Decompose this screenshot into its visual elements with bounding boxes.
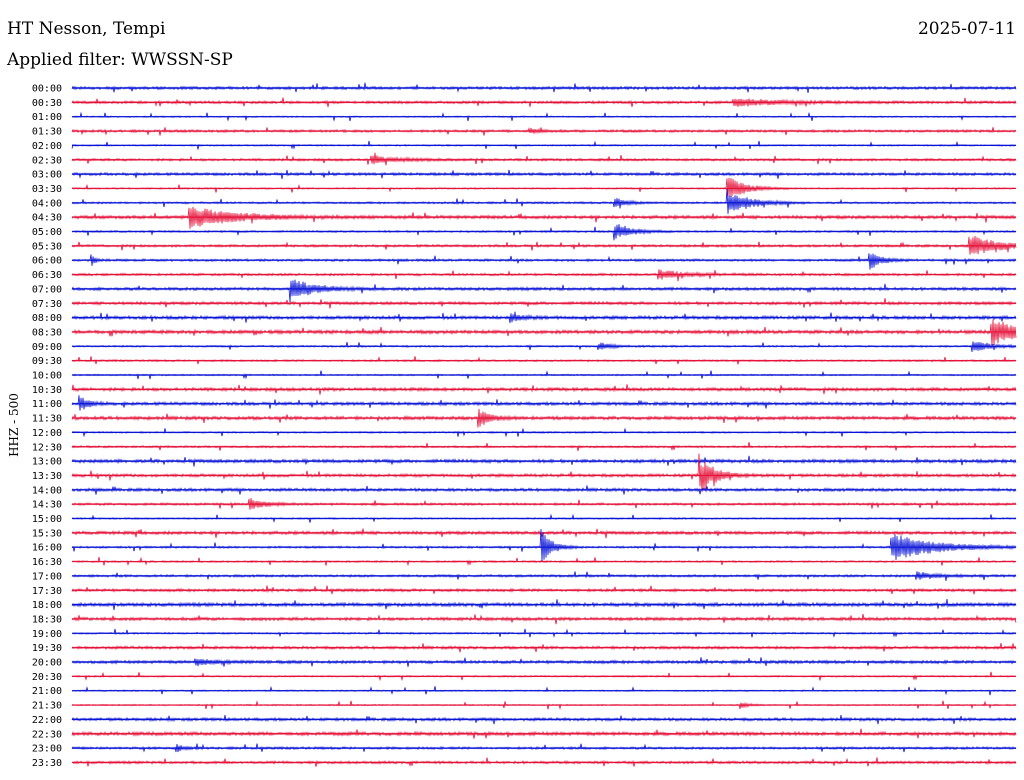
trace-line: [71, 177, 1017, 197]
trace-line: [71, 188, 1017, 214]
time-tick-label: 22:30: [32, 729, 62, 740]
time-tick-label: 04:30: [32, 213, 62, 224]
time-tick-label: 14:30: [32, 500, 62, 511]
time-tick-label: 10:00: [32, 371, 62, 382]
time-tick-label: 08:00: [32, 313, 62, 324]
time-tick-label: 20:00: [32, 658, 62, 669]
time-tick-label: 16:30: [32, 557, 62, 568]
time-tick-label: 06:30: [32, 270, 62, 281]
station-title: HT Nesson, Tempi: [7, 19, 166, 39]
time-tick-label: 18:00: [32, 600, 62, 611]
time-tick-label: 19:30: [32, 643, 62, 654]
time-tick-label: 19:00: [32, 629, 62, 640]
time-tick-label: 01:30: [32, 127, 62, 138]
time-tick-label: 13:00: [32, 457, 62, 468]
time-tick-label: 15:00: [32, 514, 62, 525]
time-tick-label: 11:30: [32, 414, 62, 425]
filter-label: Applied filter: WWSSN-SP: [7, 50, 233, 70]
time-tick-label: 11:00: [32, 399, 62, 410]
trace-group: [71, 82, 1017, 767]
time-tick-label: 03:30: [32, 184, 62, 195]
time-tick-label: 17:30: [32, 586, 62, 597]
time-tick-label: 12:30: [32, 442, 62, 453]
time-tick-label: 16:00: [32, 543, 62, 554]
time-tick-label: 23:30: [32, 758, 62, 769]
time-tick-label: 05:30: [32, 241, 62, 252]
time-tick-label: 13:30: [32, 471, 62, 482]
trace-line: [71, 206, 1017, 229]
time-tick-label: 20:30: [32, 672, 62, 683]
time-tick-label: 18:30: [32, 614, 62, 625]
time-tick-label: 17:00: [32, 571, 62, 582]
time-tick-label: 07:00: [32, 284, 62, 295]
time-tick-label: 02:00: [32, 141, 62, 152]
time-tick-label: 09:00: [32, 342, 62, 353]
time-tick-label: 21:30: [32, 701, 62, 712]
time-tick-label: 00:30: [32, 98, 62, 109]
trace-line: [71, 253, 1017, 270]
time-tick-label: 23:00: [32, 744, 62, 755]
trace-line: [71, 279, 1017, 303]
time-tick-label: 14:00: [32, 485, 62, 496]
trace-line: [71, 453, 1017, 493]
trace-line: [71, 269, 1017, 282]
time-tick-label: 05:00: [32, 227, 62, 238]
time-tick-label: 08:30: [32, 327, 62, 338]
time-tick-label: 10:30: [32, 385, 62, 396]
date-label: 2025-07-11: [917, 19, 1016, 39]
trace-line: [71, 395, 1017, 411]
time-tick-label: 04:00: [32, 198, 62, 209]
time-tick-label: 02:30: [32, 155, 62, 166]
time-tick-label: 22:00: [32, 715, 62, 726]
time-tick-labels: 00:00 00:30 01:00 01:30 02:00 02:30 03:00 03:30…: [32, 84, 62, 769]
time-tick-label: 01:00: [32, 112, 62, 123]
time-tick-label: 15:30: [32, 528, 62, 539]
time-tick-label: 03:00: [32, 170, 62, 181]
trace-line: [71, 224, 1017, 241]
time-tick-label: 12:00: [32, 428, 62, 439]
time-tick-label: 00:00: [32, 84, 62, 95]
time-tick-label: 06:00: [32, 256, 62, 267]
trace-line: [71, 152, 1017, 166]
time-tick-label: 09:30: [32, 356, 62, 367]
time-tick-label: 21:00: [32, 686, 62, 697]
time-tick-label: 07:30: [32, 299, 62, 310]
